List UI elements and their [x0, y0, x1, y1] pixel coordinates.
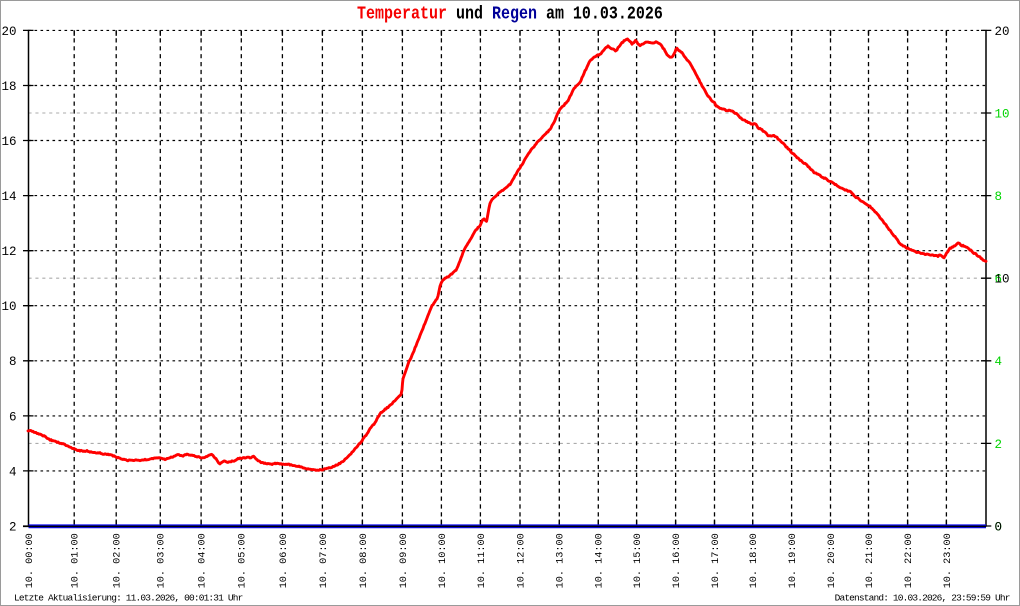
- svg-text:8: 8: [9, 355, 17, 369]
- svg-text:2: 2: [995, 438, 1003, 452]
- svg-text:10. 21:00: 10. 21:00: [865, 533, 876, 588]
- svg-text:10. 17:00: 10. 17:00: [711, 533, 722, 588]
- svg-text:10: 10: [1, 300, 16, 314]
- svg-text:6: 6: [995, 273, 1003, 287]
- svg-text:4: 4: [9, 465, 17, 479]
- svg-text:10. 06:00: 10. 06:00: [279, 533, 290, 588]
- svg-text:10: 10: [995, 273, 1010, 287]
- svg-text:10. 02:00: 10. 02:00: [113, 533, 124, 588]
- svg-text:10. 01:00: 10. 01:00: [71, 533, 82, 588]
- svg-text:Letzte Aktualisierung: 11.03.2: Letzte Aktualisierung: 11.03.2026, 00:01…: [14, 593, 243, 604]
- svg-text:10. 07:00: 10. 07:00: [319, 533, 330, 588]
- svg-text:20: 20: [1, 25, 16, 39]
- svg-text:4: 4: [995, 355, 1003, 369]
- svg-text:20: 20: [995, 25, 1010, 39]
- svg-text:18: 18: [1, 80, 16, 94]
- svg-text:10. 14:00: 10. 14:00: [595, 533, 606, 588]
- svg-text:16: 16: [1, 135, 16, 149]
- svg-text:10. 09:00: 10. 09:00: [399, 533, 410, 588]
- svg-text:14: 14: [1, 190, 16, 204]
- svg-text:10. 15:00: 10. 15:00: [633, 533, 644, 588]
- svg-text:10. 11:00: 10. 11:00: [477, 533, 488, 588]
- svg-text:10. 13:00: 10. 13:00: [556, 533, 567, 588]
- svg-text:10: 10: [995, 107, 1010, 121]
- svg-text:10. 23:00: 10. 23:00: [943, 533, 954, 588]
- svg-text:2: 2: [9, 520, 17, 534]
- svg-text:10. 10:00: 10. 10:00: [438, 533, 449, 588]
- svg-text:Temperatur und Regen am 10.03.: Temperatur und Regen am 10.03.2026: [357, 4, 663, 25]
- svg-text:10. 08:00: 10. 08:00: [359, 533, 370, 588]
- svg-text:10. 19:00: 10. 19:00: [788, 533, 799, 588]
- svg-text:0: 0: [995, 520, 1003, 534]
- svg-text:12: 12: [1, 245, 16, 259]
- svg-text:10. 00:00: 10. 00:00: [25, 533, 36, 588]
- svg-text:10. 04:00: 10. 04:00: [198, 533, 209, 588]
- svg-text:10. 12:00: 10. 12:00: [516, 533, 527, 588]
- svg-text:10. 05:00: 10. 05:00: [238, 533, 249, 588]
- svg-text:6: 6: [9, 410, 17, 424]
- svg-text:Datenstand: 10.03.2026, 23:59:: Datenstand: 10.03.2026, 23:59:59 Uhr: [835, 593, 1010, 604]
- svg-text:10. 03:00: 10. 03:00: [157, 533, 168, 588]
- svg-text:10. 16:00: 10. 16:00: [672, 533, 683, 588]
- svg-text:8: 8: [995, 190, 1003, 204]
- svg-text:10. 22:00: 10. 22:00: [904, 533, 915, 588]
- svg-text:10. 20:00: 10. 20:00: [827, 533, 838, 588]
- svg-text:10. 18:00: 10. 18:00: [749, 533, 760, 588]
- svg-text:0: 0: [995, 520, 1003, 534]
